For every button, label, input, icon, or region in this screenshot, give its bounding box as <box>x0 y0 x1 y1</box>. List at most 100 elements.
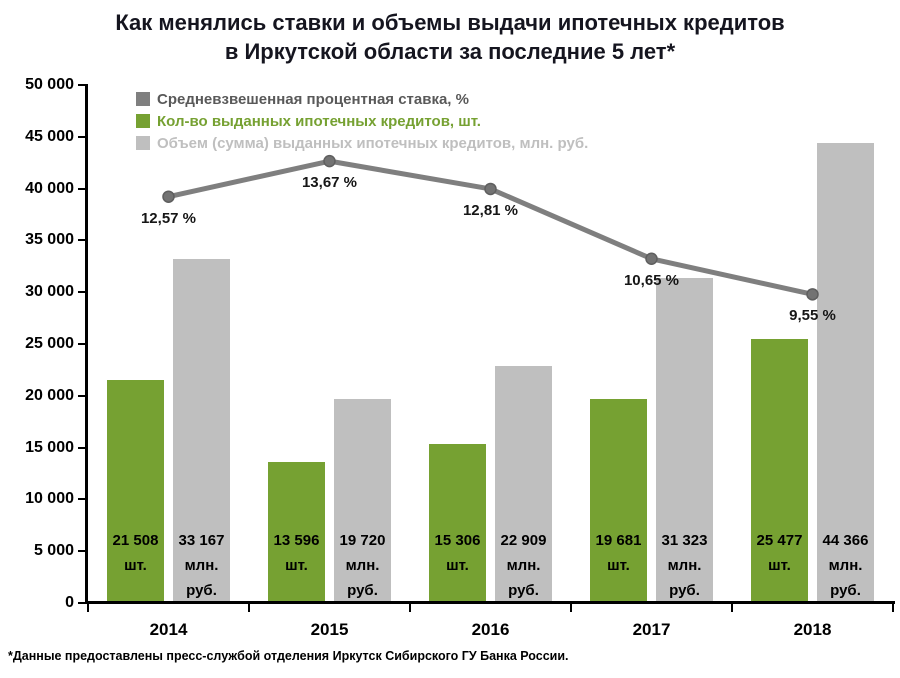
legend-swatch-icon <box>136 92 150 106</box>
y-axis-label: 50 000 <box>25 76 74 93</box>
bar-unit: шт. <box>607 557 630 574</box>
bar-unit: млн. <box>828 557 863 574</box>
rate-value-label: 10,65 % <box>623 271 680 289</box>
x-axis-category: 2014 <box>149 620 188 639</box>
bar-unit: шт. <box>124 557 147 574</box>
chart-title-line-2: в Иркутской области за последние 5 лет* <box>224 39 676 65</box>
bar-unit: руб. <box>186 582 217 599</box>
rate-marker <box>645 252 658 266</box>
legend: Средневзвешенная процентная ставка, % Кол… <box>136 88 588 154</box>
bar-loan-count <box>268 462 325 601</box>
legend-label: Объем (сумма) выданных ипотечных кредито… <box>157 134 589 152</box>
y-axis-label: 35 000 <box>25 231 74 249</box>
bar-unit: руб. <box>669 582 700 599</box>
rate-value-label: 12,57 % <box>140 209 197 227</box>
bar-value-label: 33 167 млн. руб. <box>173 528 230 603</box>
legend-swatch-icon <box>136 136 150 150</box>
bar-value: 25 477 <box>756 532 803 549</box>
bar-value: 19 681 <box>595 532 642 549</box>
x-axis-tick <box>731 604 733 612</box>
y-axis-tick <box>78 187 86 190</box>
x-axis-line <box>85 601 895 604</box>
bar-unit: шт. <box>285 557 308 574</box>
rate-line <box>167 158 814 297</box>
y-axis-tick <box>78 343 86 345</box>
rate-marker <box>323 154 336 168</box>
y-axis-tick <box>78 84 86 86</box>
legend-swatch-icon <box>136 114 150 128</box>
bar-value: 19 720 <box>339 532 386 549</box>
bar-value-label: 22 909 млн. руб. <box>495 528 552 603</box>
bar-loan-volume <box>334 398 391 601</box>
y-axis-label: 30 000 <box>25 283 74 301</box>
chart-title-line-1: Как менялись ставки и объемы выдачи ипот… <box>115 10 785 35</box>
y-axis-label: 0 <box>65 594 74 611</box>
y-axis-label: 20 000 <box>25 386 74 404</box>
legend-label: Кол-во выданных ипотечных кредитов, шт. <box>157 112 481 130</box>
bar-unit: млн. <box>506 557 541 574</box>
bar-value-label: 31 323 млн. руб. <box>656 528 713 603</box>
bar-value: 31 323 <box>661 532 708 549</box>
y-axis-label: 45 000 <box>25 127 74 145</box>
x-axis-tick <box>570 604 572 612</box>
y-axis-label: 15 000 <box>25 438 74 456</box>
y-axis-label: 25 000 <box>25 335 74 352</box>
bar-loan-volume <box>656 278 713 601</box>
chart-title: Как менялись ставки и объемы выдачи ипот… <box>50 8 850 66</box>
bar-value-label: 21 508 шт. <box>107 528 164 578</box>
bar-loan-volume <box>817 143 874 601</box>
bar-value: 44 366 <box>822 532 869 549</box>
y-axis-tick <box>78 602 86 604</box>
bar-loan-volume <box>173 259 230 601</box>
rate-marker <box>162 190 175 203</box>
bar-loan-count <box>107 380 164 601</box>
y-axis-label: 5 000 <box>33 542 74 560</box>
y-axis-tick <box>78 498 86 501</box>
x-axis-tick <box>248 604 250 612</box>
bar-unit: руб. <box>508 582 539 599</box>
rate-value-label: 13,67 % <box>301 174 358 192</box>
y-axis-tick <box>78 135 86 138</box>
y-axis-label: 10 000 <box>25 490 74 508</box>
bar-loan-count <box>751 339 808 601</box>
bar-unit: млн. <box>184 557 219 574</box>
bar-value-label: 19 681 шт. <box>590 528 647 578</box>
bar-unit: млн. <box>345 557 380 574</box>
x-axis-category: 2015 <box>310 620 349 639</box>
y-axis-tick <box>78 239 86 242</box>
bar-unit: шт. <box>768 557 791 574</box>
x-axis-tick <box>409 604 411 612</box>
footnote: *Данные предоставлены пресс-службой отде… <box>8 649 569 663</box>
x-axis-tick <box>892 604 894 612</box>
bar-value-label: 25 477 шт. <box>751 528 808 578</box>
y-axis-tick <box>78 446 86 449</box>
bar-value: 33 167 <box>178 532 225 549</box>
bar-value-label: 44 366 млн. руб. <box>817 528 874 603</box>
legend-item: Средневзвешенная процентная ставка, % <box>136 88 588 110</box>
rate-value-label: 9,55 % <box>789 307 836 325</box>
rate-value-label: 12,81 % <box>462 201 519 219</box>
y-axis-label: 40 000 <box>25 179 74 197</box>
x-axis-tick <box>87 604 89 612</box>
bar-value: 22 909 <box>500 532 547 549</box>
y-axis-tick <box>78 291 86 294</box>
legend-label: Средневзвешенная процентная ставка, % <box>157 90 469 108</box>
legend-item: Объем (сумма) выданных ипотечных кредито… <box>136 132 588 154</box>
bar-loan-volume <box>495 365 552 601</box>
bar-loan-count <box>429 444 486 601</box>
y-axis-tick <box>78 550 86 553</box>
y-axis-line <box>85 84 88 604</box>
bar-value-label: 15 306 шт. <box>429 528 486 578</box>
bar-value: 15 306 <box>434 532 481 549</box>
bar-unit: шт. <box>446 557 469 574</box>
bar-loan-count <box>590 399 647 601</box>
x-axis-category: 2018 <box>793 620 832 639</box>
bar-unit: руб. <box>347 582 378 599</box>
bar-unit: руб. <box>830 582 861 599</box>
x-axis-category: 2016 <box>471 620 510 639</box>
x-axis-category: 2017 <box>632 620 671 639</box>
bar-value: 21 508 <box>112 532 159 549</box>
y-axis-tick <box>78 394 86 397</box>
legend-item: Кол-во выданных ипотечных кредитов, шт. <box>136 110 588 132</box>
